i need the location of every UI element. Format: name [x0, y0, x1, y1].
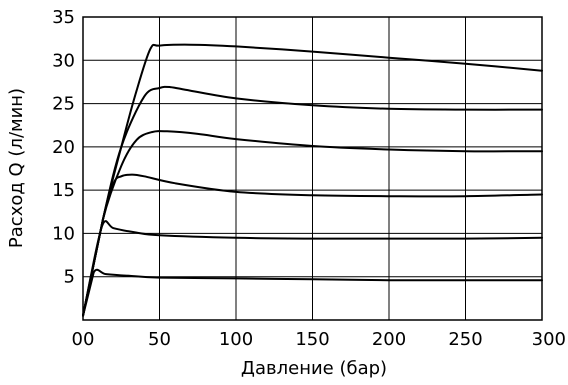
- x-tick-label: 150: [295, 329, 329, 350]
- y-tick-label: 5: [64, 267, 75, 288]
- series-line-1: [82, 268, 543, 317]
- series-line-6: [82, 43, 543, 317]
- x-axis-label: Давление (бар): [241, 358, 387, 379]
- grid: [83, 17, 542, 320]
- x-tick-label: 200: [372, 329, 406, 350]
- series-line-4: [82, 130, 543, 317]
- x-tick-label: 250: [448, 329, 482, 350]
- y-tick-label: 10: [52, 223, 75, 244]
- x-tick-label: 00: [72, 329, 95, 350]
- x-tick-label: 100: [219, 329, 253, 350]
- y-axis-label: Расход Q (л/мин): [6, 88, 27, 248]
- y-tick-label: 15: [52, 180, 75, 201]
- y-tick-label: 35: [52, 7, 75, 28]
- y-tick-label: 25: [52, 94, 75, 115]
- x-tick-label: 300: [532, 329, 566, 350]
- x-tick-label: 50: [148, 329, 171, 350]
- y-tick-label: 30: [52, 50, 75, 71]
- y-tick-labels: 5 10 15 20 25 30 35: [52, 7, 75, 288]
- x-tick-labels: 00 50 100 150 200 250 300: [72, 329, 566, 350]
- y-tick-label: 20: [52, 137, 75, 158]
- plot-frame: [82, 16, 543, 321]
- series-group: [82, 43, 543, 317]
